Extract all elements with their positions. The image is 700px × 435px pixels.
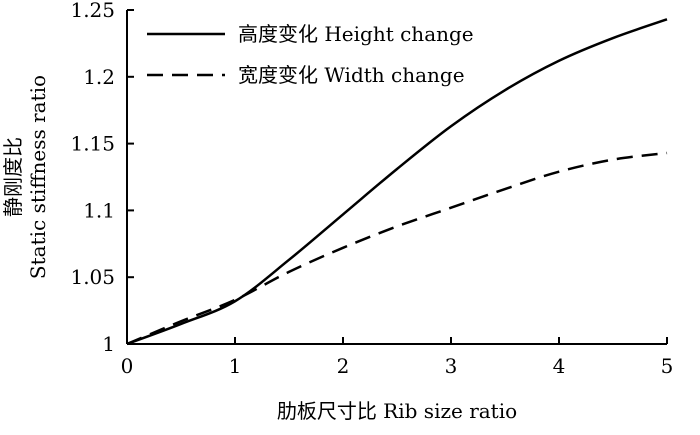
x-tick-label: 4 [553,354,566,378]
y-tick-label: 1.1 [83,198,115,222]
legend-label-height-change: 高度变化 Height change [238,22,474,46]
series-line-height-change [126,18,668,346]
x-tick-label: 5 [661,354,674,378]
y-tick-label: 1 [102,332,115,356]
y-tick-label: 1.2 [83,65,115,89]
legend: 高度变化 Height change 宽度变化 Width change [147,22,474,87]
series-line-width-change [126,151,668,346]
series-lines [126,18,668,346]
x-tick-label: 1 [229,354,242,378]
x-tick-label: 3 [445,354,458,378]
y-tick-label: 1.05 [70,265,115,289]
x-ticks: 0 1 2 3 4 5 [121,337,674,378]
x-axis-title: 肋板尺寸比 Rib size ratio [277,399,517,423]
y-ticks: 1 1.05 1.1 1.15 1.2 1.25 [70,0,134,356]
y-tick-label: 1.25 [70,0,115,22]
y-axis-title-cn: 静刚度比 [1,137,25,217]
x-tick-label: 2 [337,354,350,378]
x-tick-label: 0 [121,354,134,378]
y-axis-title-en: Static stiffness ratio [26,75,50,279]
y-tick-label: 1.15 [70,132,115,156]
legend-label-width-change: 宽度变化 Width change [238,63,465,87]
